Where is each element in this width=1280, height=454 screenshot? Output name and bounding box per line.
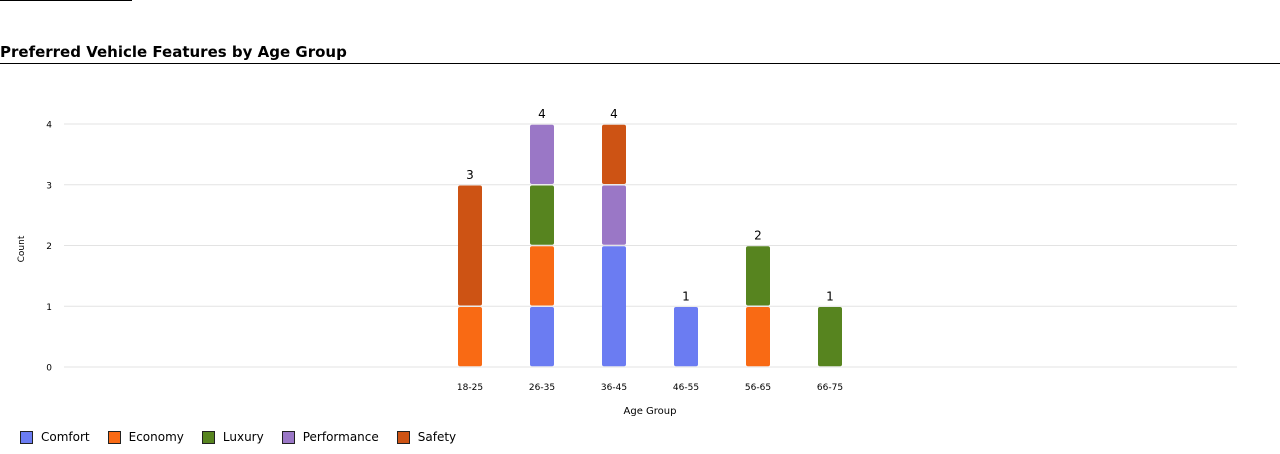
legend-swatch bbox=[396, 430, 410, 444]
legend-label: Economy bbox=[128, 430, 184, 444]
title-divider bbox=[0, 63, 1280, 64]
bar-total-label: 3 bbox=[466, 168, 474, 182]
bar-segment-luxury-26-35[interactable] bbox=[530, 185, 554, 245]
legend-label: Performance bbox=[302, 430, 379, 444]
bar-segment-luxury-56-65[interactable] bbox=[746, 246, 770, 306]
bar-segment-performance-26-35[interactable] bbox=[530, 124, 554, 184]
legend-swatch bbox=[107, 430, 121, 444]
bar-total-label: 4 bbox=[538, 107, 546, 121]
bar-total-label: 4 bbox=[610, 107, 618, 121]
legend-item-comfort[interactable]: Comfort bbox=[20, 430, 90, 444]
legend-item-economy[interactable]: Economy bbox=[107, 430, 184, 444]
legend-label: Comfort bbox=[41, 430, 90, 444]
bar-total-label: 1 bbox=[826, 289, 834, 303]
x-tick-label: 56-65 bbox=[745, 383, 771, 393]
bar-segment-comfort-26-35[interactable] bbox=[530, 307, 554, 367]
legend: Comfort Economy Luxury Performance Safety bbox=[20, 430, 474, 444]
legend-item-luxury[interactable]: Luxury bbox=[201, 430, 264, 444]
y-tick-labels: 0 1 2 3 4 bbox=[46, 121, 52, 374]
x-tick-label: 66-75 bbox=[817, 383, 843, 393]
legend-label: Safety bbox=[417, 430, 457, 444]
legend-swatch bbox=[281, 430, 295, 444]
bar-segment-luxury-66-75[interactable] bbox=[818, 307, 842, 367]
legend-swatch bbox=[20, 430, 33, 444]
bar-segment-safety-36-45[interactable] bbox=[602, 124, 626, 184]
bar-segment-safety-18-25[interactable] bbox=[458, 185, 482, 306]
x-tick-label: 18-25 bbox=[457, 383, 483, 393]
x-axis-label: Age Group bbox=[624, 406, 677, 417]
bar-segment-comfort-36-45[interactable] bbox=[602, 246, 626, 367]
grid-lines bbox=[64, 123, 1237, 368]
y-tick-label: 1 bbox=[46, 303, 52, 313]
legend-label: Luxury bbox=[222, 430, 264, 444]
bar-segment-performance-36-45[interactable] bbox=[602, 185, 626, 245]
bar-segment-comfort-46-55[interactable] bbox=[674, 307, 698, 367]
x-tick-label: 26-35 bbox=[529, 383, 555, 393]
x-tick-label: 36-45 bbox=[601, 383, 627, 393]
legend-item-safety[interactable]: Safety bbox=[396, 430, 457, 444]
x-tick-labels: 18-25 26-35 36-45 46-55 56-65 66-75 bbox=[457, 383, 843, 393]
bar-segment-economy-56-65[interactable] bbox=[746, 307, 770, 367]
y-tick-label: 2 bbox=[46, 242, 52, 252]
page-title: Preferred Vehicle Features by Age Group bbox=[0, 43, 347, 61]
bars bbox=[458, 124, 842, 367]
bar-segment-economy-18-25[interactable] bbox=[458, 307, 482, 367]
total-labels: 3 4 4 1 2 1 bbox=[466, 107, 834, 303]
y-axis-label: Count bbox=[17, 235, 27, 262]
bar-total-label: 1 bbox=[682, 289, 690, 303]
bar-segment-economy-26-35[interactable] bbox=[530, 246, 554, 306]
top-divider bbox=[0, 0, 132, 1]
bar-total-label: 2 bbox=[754, 229, 762, 243]
legend-item-performance[interactable]: Performance bbox=[281, 430, 379, 444]
x-tick-label: 46-55 bbox=[673, 383, 699, 393]
y-tick-label: 3 bbox=[46, 181, 52, 191]
y-tick-label: 0 bbox=[46, 364, 52, 374]
legend-swatch bbox=[201, 430, 215, 444]
y-tick-label: 4 bbox=[46, 121, 52, 131]
